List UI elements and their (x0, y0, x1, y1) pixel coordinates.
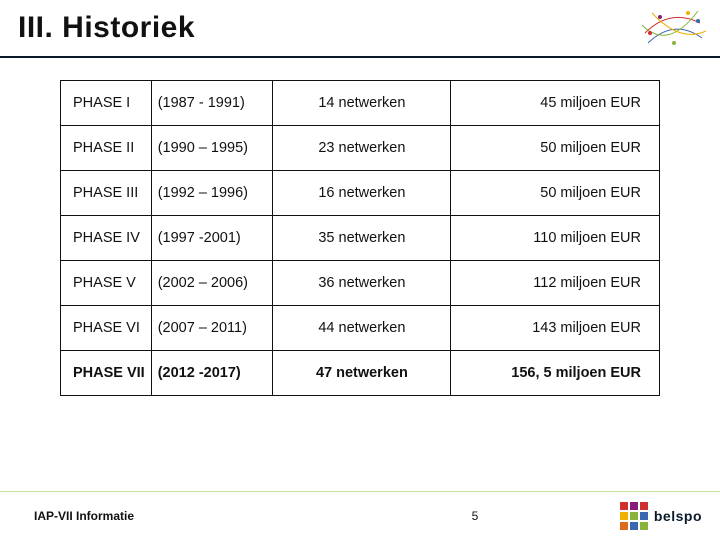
cell-eur: 45 miljoen EUR (451, 81, 660, 126)
footer-left-text: IAP-VII Informatie (34, 509, 134, 523)
logo-square (630, 522, 638, 530)
cell-networks: 35 netwerken (273, 216, 451, 261)
footer-logo: belspo (620, 502, 702, 530)
table-row: PHASE I (1987 - 1991) 14 netwerken 45 mi… (61, 81, 660, 126)
table-row: PHASE IV (1997 -2001) 35 netwerken 110 m… (61, 216, 660, 261)
header-decoration (640, 3, 708, 53)
cell-phase: PHASE II (61, 126, 152, 171)
cell-years: (2002 – 2006) (151, 261, 273, 306)
cell-phase: PHASE I (61, 81, 152, 126)
cell-phase: PHASE IV (61, 216, 152, 261)
network-graphic-icon (640, 3, 708, 53)
cell-eur: 50 miljoen EUR (451, 126, 660, 171)
phases-table-body: PHASE I (1987 - 1991) 14 netwerken 45 mi… (61, 81, 660, 396)
logo-square (640, 502, 648, 510)
cell-years: (2012 -2017) (151, 351, 273, 396)
slide-content: PHASE I (1987 - 1991) 14 netwerken 45 mi… (0, 58, 720, 396)
cell-eur: 143 miljoen EUR (451, 306, 660, 351)
cell-phase: PHASE VII (61, 351, 152, 396)
table-row: PHASE VI (2007 – 2011) 44 netwerken 143 … (61, 306, 660, 351)
cell-eur: 110 miljoen EUR (451, 216, 660, 261)
cell-years: (2007 – 2011) (151, 306, 273, 351)
cell-networks: 16 netwerken (273, 171, 451, 216)
cell-years: (1997 -2001) (151, 216, 273, 261)
slide-header: III. Historiek (0, 0, 720, 58)
footer-page-number: 5 (472, 509, 479, 523)
logo-square (620, 522, 628, 530)
table-row: PHASE III (1992 – 1996) 16 netwerken 50 … (61, 171, 660, 216)
cell-networks: 44 netwerken (273, 306, 451, 351)
logo-square (620, 512, 628, 520)
logo-square (630, 502, 638, 510)
phases-table: PHASE I (1987 - 1991) 14 netwerken 45 mi… (60, 80, 660, 396)
cell-eur: 112 miljoen EUR (451, 261, 660, 306)
slide: III. Historiek (0, 0, 720, 540)
logo-square (620, 502, 628, 510)
slide-title: III. Historiek (18, 11, 195, 45)
cell-networks: 47 netwerken (273, 351, 451, 396)
cell-networks: 36 netwerken (273, 261, 451, 306)
logo-squares-icon (620, 502, 648, 530)
logo-square (640, 522, 648, 530)
cell-phase: PHASE V (61, 261, 152, 306)
cell-years: (1992 – 1996) (151, 171, 273, 216)
table-row: PHASE VII (2012 -2017) 47 netwerken 156,… (61, 351, 660, 396)
logo-text: belspo (654, 508, 702, 524)
cell-phase: PHASE VI (61, 306, 152, 351)
cell-eur: 156, 5 miljoen EUR (451, 351, 660, 396)
cell-networks: 23 netwerken (273, 126, 451, 171)
table-row: PHASE V (2002 – 2006) 36 netwerken 112 m… (61, 261, 660, 306)
table-row: PHASE II (1990 – 1995) 23 netwerken 50 m… (61, 126, 660, 171)
cell-years: (1987 - 1991) (151, 81, 273, 126)
cell-years: (1990 – 1995) (151, 126, 273, 171)
cell-eur: 50 miljoen EUR (451, 171, 660, 216)
logo-square (630, 512, 638, 520)
slide-footer: IAP-VII Informatie 5 belspo (0, 492, 720, 540)
cell-networks: 14 netwerken (273, 81, 451, 126)
logo-square (640, 512, 648, 520)
cell-phase: PHASE III (61, 171, 152, 216)
